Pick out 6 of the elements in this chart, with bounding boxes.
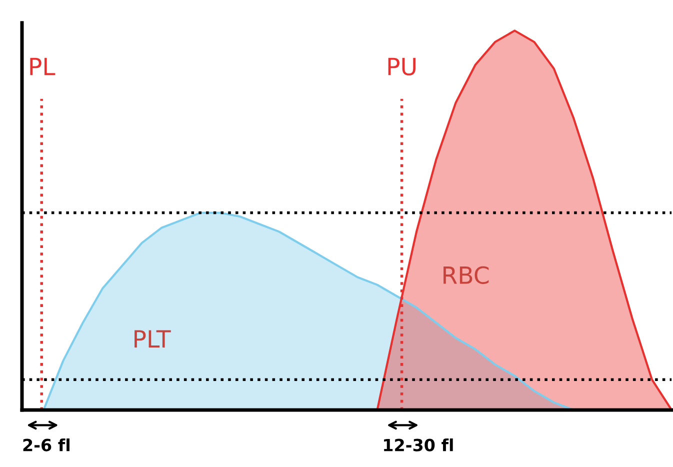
annotation: PU	[388, 58, 416, 76]
text: 2-6 fl	[23, 438, 70, 452]
series-label: PLT	[134, 330, 171, 348]
series-label: RBC	[444, 266, 489, 284]
annotation: PL	[30, 58, 56, 76]
text: 12-30 fl	[384, 438, 453, 452]
